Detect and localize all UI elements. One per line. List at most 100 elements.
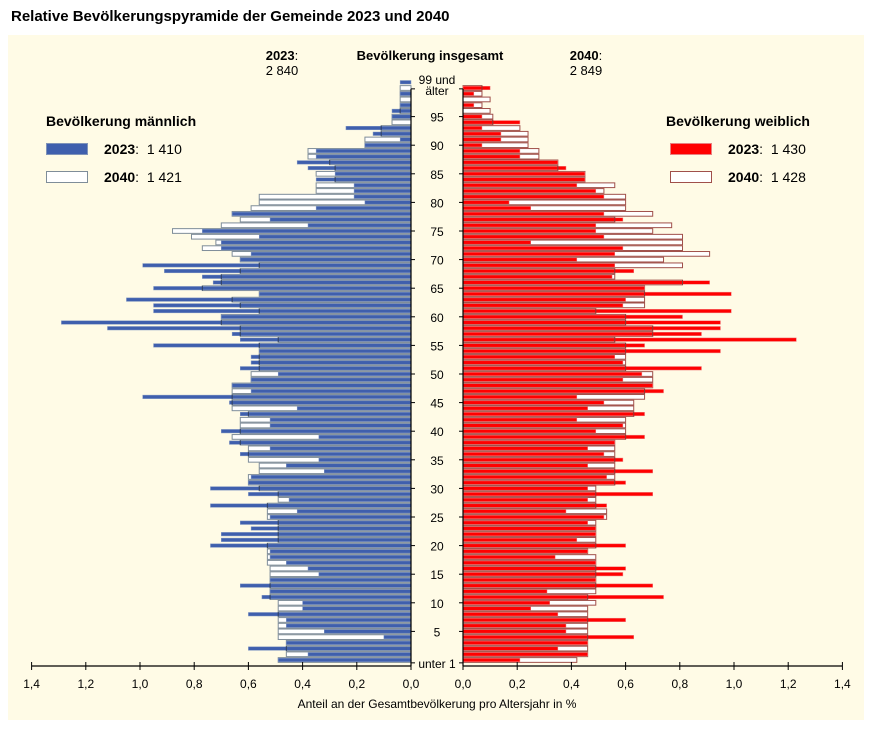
bar-male-2040	[391, 119, 412, 126]
bar-female-2023	[462, 314, 683, 319]
bar-female-2023	[462, 131, 502, 136]
x-tick-label-right: 0,0	[455, 677, 472, 691]
bar-female-2023	[462, 240, 531, 245]
bar-male-2023	[269, 446, 412, 451]
bar-female-2023	[462, 394, 578, 399]
bar-female-2023	[462, 440, 616, 445]
bar-male-2023	[334, 171, 412, 176]
bar-male-2023	[142, 394, 412, 399]
bar-female-2023	[462, 320, 721, 325]
bar-male-2023	[364, 200, 412, 205]
age-tick-label: 15	[430, 568, 444, 582]
bar-male-2023	[231, 331, 412, 336]
bar-male-2023	[229, 400, 412, 405]
bar-female-2023	[462, 417, 578, 422]
bar-male-2040	[399, 85, 412, 91]
bar-male-2023	[258, 349, 412, 354]
bar-male-2023	[307, 566, 412, 571]
bar-male-2023	[248, 646, 412, 651]
bar-female-2023	[462, 406, 588, 411]
bar-female-2023	[462, 143, 483, 148]
bar-male-2023	[315, 154, 412, 159]
age-tick-label: 55	[430, 339, 444, 353]
x-tick-label-right: 0,6	[617, 677, 634, 691]
bar-female-2023	[462, 103, 475, 108]
bar-female-2023	[462, 206, 531, 211]
bar-female-2023	[462, 400, 605, 405]
legend-swatch-female-2040	[670, 171, 712, 183]
bar-male-2023	[286, 617, 412, 622]
bar-female-2023	[462, 566, 626, 571]
bar-female-2023	[462, 503, 607, 508]
bar-female-2023	[462, 280, 710, 285]
legend-female-2023: 2023: 1 430	[670, 141, 806, 157]
bar-female-2023	[462, 177, 586, 182]
bar-male-2023	[269, 577, 412, 582]
bar-male-2023	[269, 589, 412, 594]
bar-male-2023	[269, 417, 412, 422]
bar-female-2023	[462, 234, 605, 239]
bar-female-2023	[462, 188, 597, 193]
legend-female-2040: 2040: 1 428	[670, 169, 806, 185]
bar-female-2023	[462, 509, 567, 514]
bar-male-2023	[210, 543, 412, 548]
bar-female-2023	[462, 434, 645, 439]
bar-female-2023	[462, 389, 664, 394]
legend-male-2040: 2040: 1 421	[46, 169, 182, 185]
bar-male-2023	[302, 606, 412, 611]
bar-male-2023	[345, 126, 412, 131]
bar-male-2023	[250, 389, 412, 394]
bar-female-2023	[462, 326, 721, 331]
bar-female-2023	[462, 583, 653, 588]
bar-female-2023	[462, 263, 616, 268]
age-tick-label: 95	[430, 111, 444, 125]
bar-male-2023	[248, 480, 412, 485]
bar-male-2023	[202, 274, 412, 279]
x-tick-label-left: 1,2	[77, 677, 94, 691]
legend-swatch-male-2023	[46, 143, 88, 155]
bar-female-2023	[462, 526, 597, 531]
bar-male-2023	[286, 640, 412, 645]
x-tick-label-left: 0,0	[403, 677, 420, 691]
bar-female-2023	[462, 555, 556, 560]
bar-female-2023	[462, 612, 559, 617]
bar-male-2023	[240, 412, 412, 417]
bar-female-2023	[462, 383, 653, 388]
bar-male-2023	[250, 377, 412, 382]
x-axis-label: Anteil an der Gesamtbevölkerung pro Alte…	[298, 697, 577, 711]
bar-male-2023	[307, 652, 412, 657]
bar-female-2023	[462, 217, 624, 222]
x-tick-label-right: 0,2	[509, 677, 526, 691]
bar-male-2023	[250, 251, 412, 256]
bar-male-2023	[240, 452, 412, 457]
bar-female-2023	[462, 600, 550, 605]
bar-female-2023	[462, 200, 510, 205]
bar-female-2023	[462, 606, 531, 611]
bar-male-2023	[353, 194, 412, 199]
bar-male-2023	[240, 257, 412, 262]
bar-male-2023	[261, 595, 412, 600]
x-tick-label-right: 1,2	[780, 677, 797, 691]
bar-male-2040	[399, 96, 412, 103]
x-tick-label-right: 1,0	[726, 677, 743, 691]
bar-male-2023	[399, 91, 412, 96]
age-tick-label: 40	[430, 425, 444, 439]
bar-male-2023	[383, 635, 412, 640]
bar-female-2023	[462, 297, 626, 302]
bar-female-2023	[462, 126, 483, 131]
bar-male-2023	[302, 600, 412, 605]
age-tick-label: 25	[430, 511, 444, 525]
bar-female-2023	[462, 486, 588, 491]
bar-male-2023	[212, 280, 412, 285]
header-right-total: 2040: 2 849	[564, 48, 608, 78]
bar-female-2023	[462, 343, 645, 348]
bar-female-2023	[462, 572, 624, 577]
age-tick-label: 80	[430, 196, 444, 210]
bar-female-2023	[462, 137, 502, 142]
age-tick-label: 65	[430, 282, 444, 296]
bar-female-2023	[462, 640, 588, 645]
age-tick-label: 20	[430, 540, 444, 554]
bar-male-2023	[142, 263, 412, 268]
bar-male-2023	[250, 526, 412, 531]
bar-female-2023	[462, 497, 588, 502]
